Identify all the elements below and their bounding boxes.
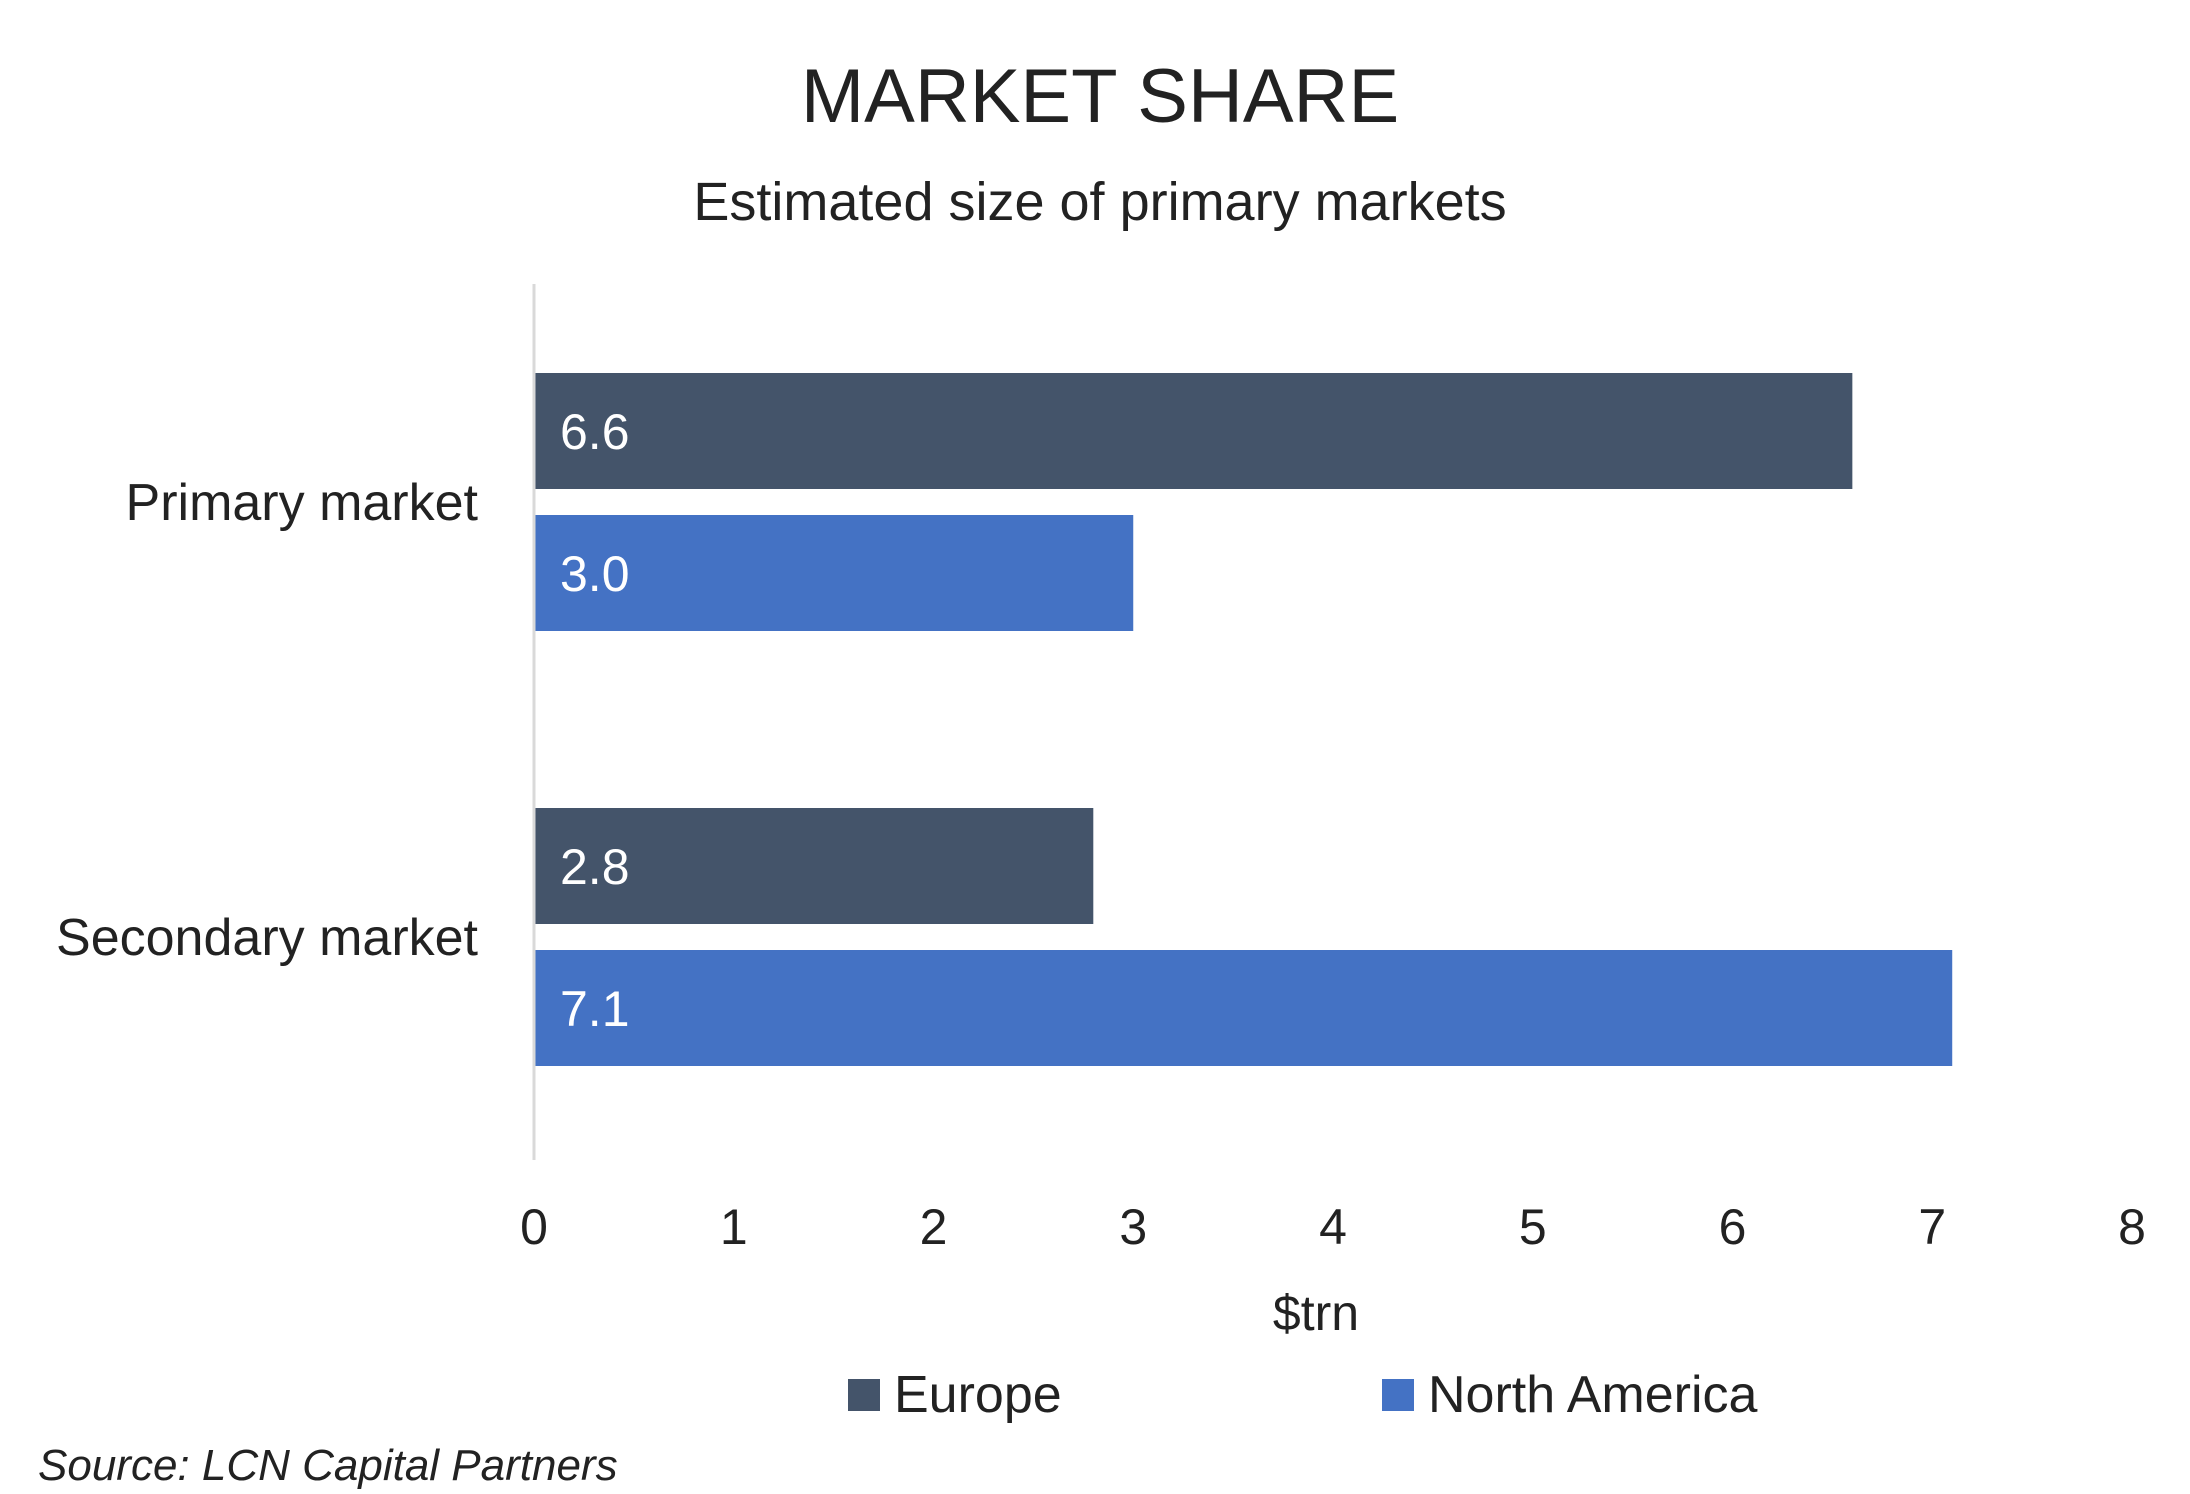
x-tick-label: 1 (720, 1199, 748, 1255)
x-tick-label: 2 (920, 1199, 948, 1255)
x-tick-label: 4 (1319, 1199, 1347, 1255)
legend-label: Europe (894, 1366, 1062, 1424)
category-label: Primary market (126, 474, 479, 532)
bar-north-america (534, 515, 1134, 631)
x-axis-title: $trn (1273, 1285, 1359, 1341)
x-tick-label: 6 (1719, 1199, 1747, 1255)
legend-swatch (848, 1379, 880, 1411)
bar-europe (534, 808, 1094, 924)
x-tick-label: 3 (1119, 1199, 1147, 1255)
plot-area: 6.6 3.0 2.8 7.1 (534, 373, 1953, 1066)
data-label: 7.1 (560, 981, 630, 1037)
data-label: 2.8 (560, 839, 630, 895)
legend: Europe North America (848, 1366, 1758, 1424)
x-tick-label: 7 (1918, 1199, 1946, 1255)
bar-north-america (534, 950, 1953, 1066)
legend-label: North America (1428, 1366, 1758, 1424)
bar-europe (534, 373, 1853, 489)
chart-subtitle: Estimated size of primary markets (693, 172, 1506, 232)
x-tick-label: 8 (2118, 1199, 2146, 1255)
data-label: 6.6 (560, 404, 630, 460)
legend-swatch (1382, 1379, 1414, 1411)
data-label: 3.0 (560, 546, 630, 602)
source-note: Source: LCN Capital Partners (38, 1441, 618, 1490)
x-axis-ticks: 0 1 2 3 4 5 6 7 8 (520, 1199, 2146, 1255)
chart-title: MARKET SHARE (801, 54, 1399, 139)
x-tick-label: 5 (1519, 1199, 1547, 1255)
category-labels: Primary market Secondary market (56, 474, 479, 967)
x-tick-label: 0 (520, 1199, 548, 1255)
category-label: Secondary market (56, 909, 479, 967)
